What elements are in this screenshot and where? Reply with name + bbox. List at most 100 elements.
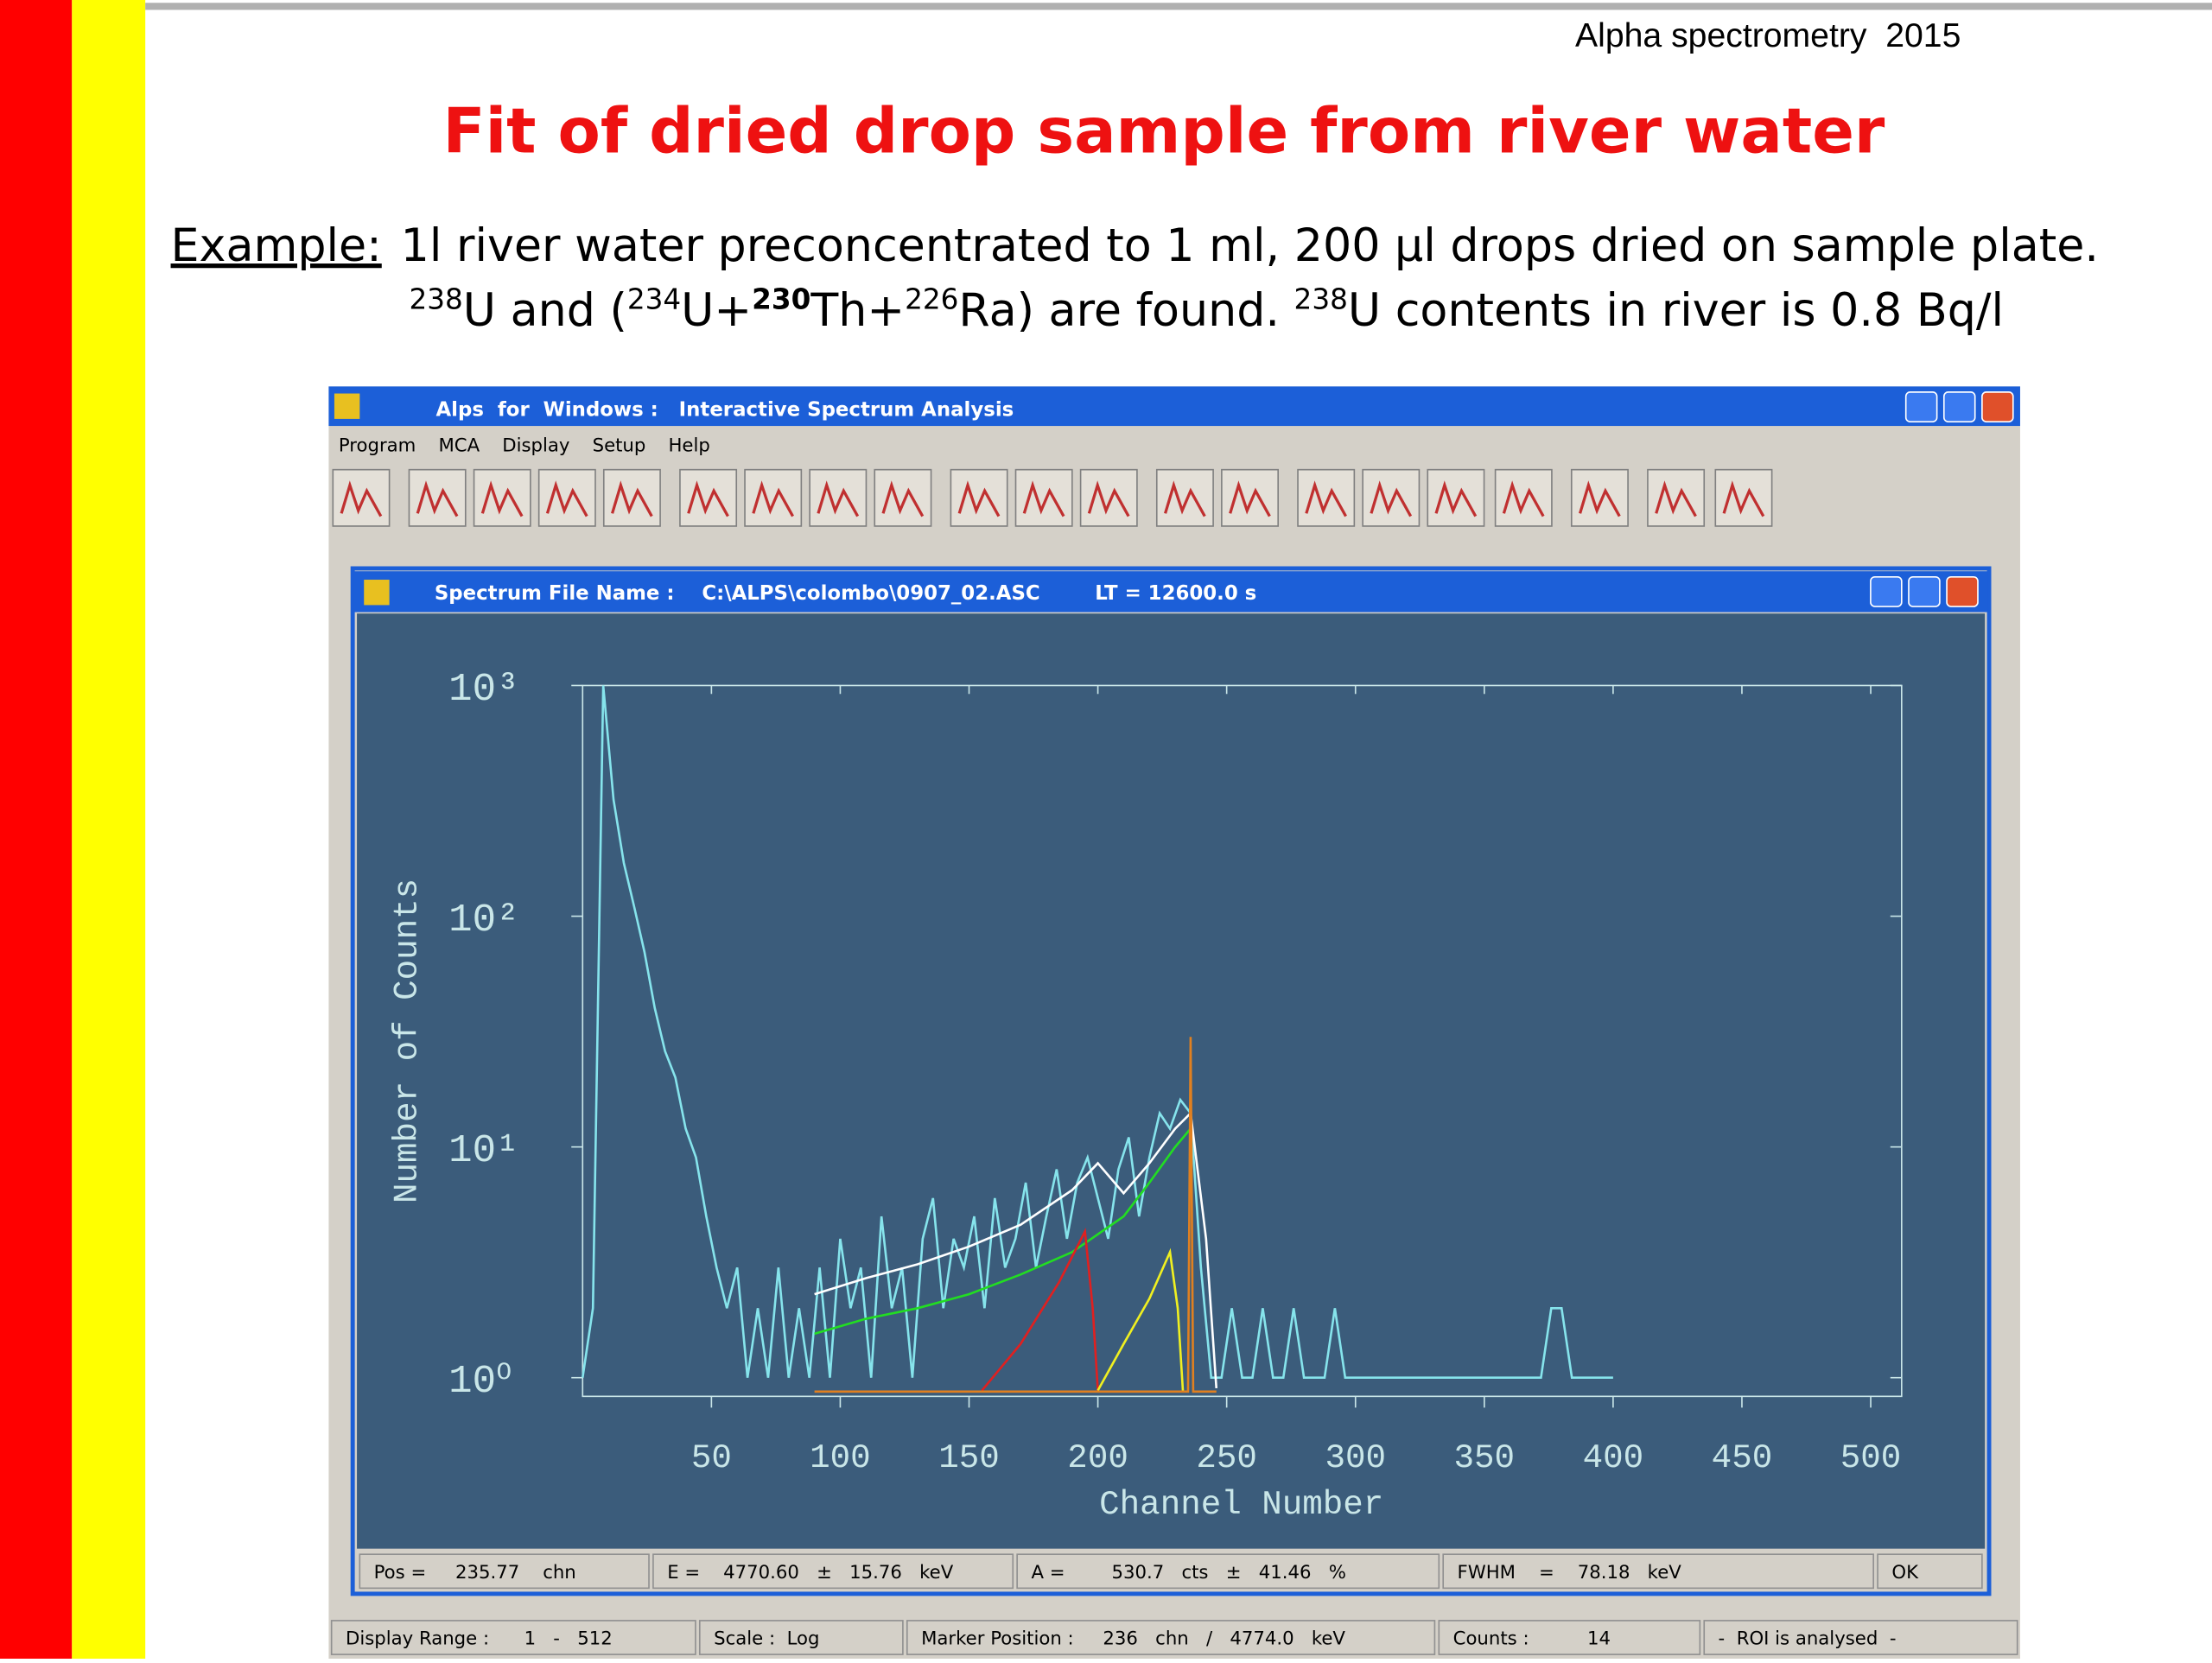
minimize-button[interactable] [1870,575,1903,607]
toolbar-icon [1305,480,1347,517]
toolbar-button[interactable] [1297,468,1356,527]
maximize-button[interactable] [1908,575,1941,607]
toolbar-icon [687,480,729,517]
status-cell [359,1553,650,1590]
toolbar-icon [1229,480,1271,517]
toolbar-button[interactable] [1155,468,1214,527]
toolbar-icon [957,480,1001,517]
toolbar-button[interactable] [602,468,661,527]
toolbar-button[interactable] [1647,468,1706,527]
menu-item[interactable]: MCA [438,435,480,456]
status-text: FWHM = 78.18 keV [1458,1562,1682,1584]
restore-button[interactable] [1942,391,1976,422]
app-titlebar [328,386,2020,427]
status-cell [1016,1553,1440,1590]
spectrum-title: Spectrum File Name : C:\ALPS\colombo\090… [435,582,1256,605]
toolbar-button[interactable] [1427,468,1485,527]
toolbar-icon [480,480,524,517]
intro-label: Example: [171,220,382,272]
status-text: Marker Position : 236 chn / 4774.0 keV [921,1628,1345,1650]
text: U contents in river is 0.8 Bq/l [1348,285,2004,337]
toolbar-icon [1164,480,1206,517]
close-button[interactable] [1946,575,1979,607]
intro-line: 1l river water preconcentrated to 1 ml, … [401,220,2099,272]
plot-frame [582,684,1903,1398]
toolbar-button[interactable] [1362,468,1421,527]
y-tick-label: 10¹ [448,1128,519,1173]
toolbar-icon [1434,480,1478,517]
x-tick-label: 300 [1325,1438,1386,1477]
text: Th+ [810,285,905,337]
sup: 238 [409,283,462,316]
toolbar-button[interactable] [473,468,531,527]
sup: 230 [752,283,810,316]
status-cell [652,1553,1014,1590]
series-line [814,1037,1217,1393]
toolbar-icon [1087,480,1130,517]
status-cell [1442,1553,1874,1590]
toolbar-button[interactable] [809,468,868,527]
plot-background [357,613,1986,1549]
x-tick-label: 250 [1196,1438,1257,1477]
toolbar-button[interactable] [1079,468,1138,527]
app-icon [334,393,360,419]
status-text: - ROI is analysed - [1719,1628,1897,1650]
toolbar-icon [1022,480,1065,517]
toolbar-button[interactable] [1494,468,1553,527]
menu-item[interactable]: Setup [593,435,646,456]
toolbar-icon [1655,480,1697,517]
toolbar-icon [611,480,653,517]
series-line [814,1127,1192,1336]
toolbar-icon [881,480,925,517]
toolbar-button[interactable] [874,468,932,527]
toolbar-icon [1579,480,1621,517]
toolbar-icon [817,480,860,517]
toolbar-button[interactable] [679,468,738,527]
status-text: E = 4770.60 ± 15.76 keV [667,1562,953,1584]
status-cell [1438,1620,1701,1655]
x-tick-label: 100 [810,1438,871,1477]
toolbar-button[interactable] [1221,468,1279,527]
text: Ra) are found. [958,285,1294,337]
y-tick-label: 10³ [448,667,519,712]
toolbar-button[interactable] [332,468,391,527]
series-line [981,1227,1099,1392]
toolbar-icon [416,480,459,517]
status-text: A = 530.7 cts ± 41.46 % [1031,1562,1345,1584]
menu-item[interactable]: Program [339,435,416,456]
toolbar-button[interactable] [1714,468,1773,527]
x-tick-label: 400 [1583,1438,1644,1477]
red-bar [0,0,73,1659]
text: U and ( [463,285,627,337]
toolbar-icon [752,480,794,517]
text: U+ [681,285,752,337]
slide-note: Alpha spectrometry 2015 [1575,17,1961,54]
menu-item[interactable]: Display [502,435,569,456]
sup: 234 [627,283,681,316]
close-button[interactable] [1981,391,2014,422]
toolbar-button[interactable] [744,468,803,527]
toolbar-button[interactable] [537,468,596,527]
toolbar-button[interactable] [1014,468,1073,527]
slide-title: Fit of dried drop sample from river wate… [443,94,1885,167]
spectrum-icon [364,580,390,606]
toolbar-icon [1502,480,1545,517]
toolbar-button[interactable] [408,468,467,527]
sup: 238 [1294,283,1348,316]
series-line [1096,1247,1185,1392]
toolbar-icon [545,480,588,517]
x-tick-label: 500 [1840,1438,1902,1477]
toolbar-button[interactable] [950,468,1008,527]
intro-line: 238U and (234U+230Th+226Ra) are found. 2… [409,283,2003,338]
toolbar-button[interactable] [1570,468,1629,527]
toolbar-icon [1722,480,1765,517]
status-text: OK [1891,1562,1919,1584]
menu-item[interactable]: Help [668,435,709,456]
app-window: Alps for Windows : Interactive Spectrum … [328,386,2020,1659]
status-cell [1703,1620,2018,1655]
sup: 226 [905,283,958,316]
y-tick-label: 10⁰ [448,1359,512,1404]
minimize-button[interactable] [1904,391,1938,422]
